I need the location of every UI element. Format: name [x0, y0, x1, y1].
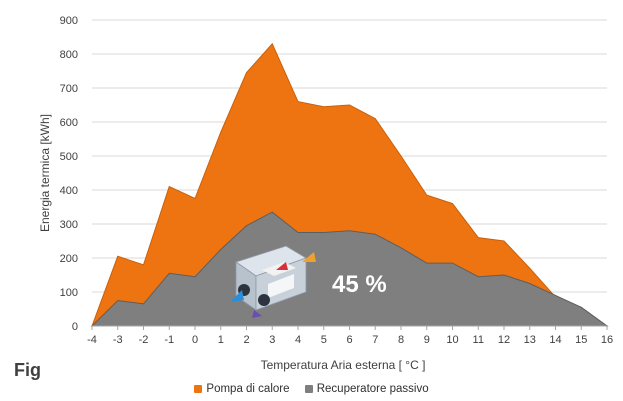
x-tick-label-7: 3	[269, 334, 275, 346]
x-tick-label-11: 7	[372, 334, 378, 346]
y-tick-label-9: 900	[60, 15, 78, 27]
y-tick-label-3: 300	[60, 219, 78, 231]
y-tick-label-8: 800	[60, 49, 78, 61]
x-tick-label-3: -1	[164, 334, 174, 346]
y-tick-label-7: 700	[60, 83, 78, 95]
legend-label-heat-pump: Pompa di calore	[206, 383, 290, 395]
annotation-label: 45 %	[332, 271, 387, 298]
legend-swatch-passive-recovery-icon	[304, 385, 313, 393]
x-tick-label-5: 1	[218, 334, 224, 346]
axes	[91, 325, 608, 330]
y-axis-title: Energia termica [kWh]	[38, 114, 52, 232]
legend-label-passive-recovery: Recuperatore passivo	[316, 383, 429, 395]
x-tick-label-18: 14	[549, 334, 561, 346]
x-tick-label-8: 4	[295, 334, 301, 346]
x-axis-title: Temperatura Aria esterna [ °C ]	[261, 358, 426, 372]
x-tick-label-15: 11	[473, 334, 484, 346]
x-tick-label-10: 6	[346, 334, 352, 346]
x-tick-labels: -4 -3 -2 -1 0 1 2 3 4 5 6 7 8 9 10 11 12 13 14 15 16	[87, 334, 613, 346]
x-tick-label-12: 8	[398, 334, 404, 346]
heat-recovery-unit-icon	[230, 245, 316, 318]
y-tick-label-5: 500	[60, 151, 78, 163]
x-tick-label-19: 15	[575, 334, 587, 346]
x-tick-label-14: 10	[446, 334, 458, 346]
y-tick-label-1: 100	[60, 287, 78, 299]
series-area-1	[90, 211, 609, 327]
x-tick-label-4: 0	[192, 334, 198, 346]
series-areas	[90, 42, 609, 327]
x-tick-label-2: -2	[139, 334, 149, 346]
x-tick-label-6: 2	[243, 334, 249, 346]
x-tick-label-1: -3	[113, 334, 123, 346]
y-tick-label-2: 200	[60, 253, 78, 265]
legend-item-passive-recovery: Recuperatore passivo	[304, 383, 429, 395]
x-tick-label-16: 12	[498, 334, 510, 346]
x-tick-label-0: -4	[87, 334, 97, 346]
y-tick-label-4: 400	[60, 185, 78, 197]
y-tick-labels: 0 100 200 300 400 500 600 700 800 900	[60, 15, 78, 333]
y-tick-label-0: 0	[72, 321, 78, 333]
legend-item-heat-pump: Pompa di calore	[194, 383, 290, 395]
figure-caption-fragment: Fig	[14, 360, 41, 380]
x-tick-label-9: 5	[321, 334, 327, 346]
legend: Pompa di calore Recuperatore passivo	[0, 383, 623, 396]
x-tick-label-13: 9	[424, 334, 430, 346]
x-tick-label-17: 13	[524, 334, 536, 346]
y-tick-label-6: 600	[60, 117, 78, 129]
legend-swatch-heat-pump-icon	[194, 385, 203, 393]
x-tick-label-20: 16	[601, 334, 613, 346]
